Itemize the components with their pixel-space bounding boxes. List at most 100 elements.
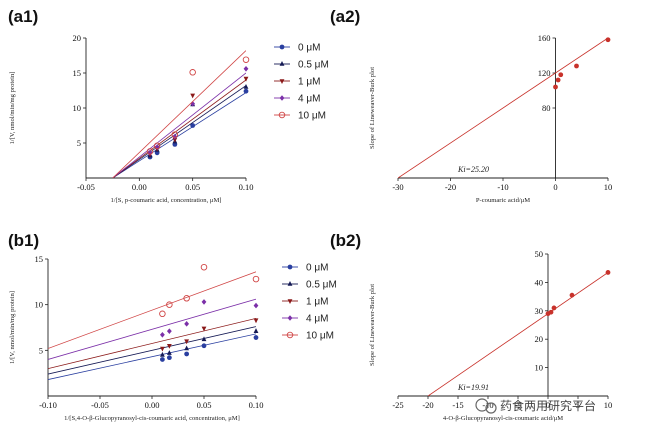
x-tick-label-b2: 10 (604, 400, 613, 410)
legend-item-a1: 0 μM (274, 43, 320, 54)
data-point-b1 (201, 336, 207, 342)
x-tick-label-a1: 0.10 (239, 182, 254, 192)
series-b1-0 (48, 333, 259, 380)
data-point-a1 (146, 148, 154, 155)
data-point-a1 (147, 150, 153, 156)
data-point-a1 (190, 101, 196, 107)
data-point-b1 (183, 295, 190, 302)
x-tick-label-b2: -15 (452, 400, 463, 410)
data-point-b1 (160, 357, 165, 362)
legend-marker (287, 264, 293, 270)
plot-area-a1: -0.05 0.00 0.05 0.10 5 10 15 20 1/[S, p-coumaric… (9, 33, 253, 204)
x-axis-title-b1: 1/[S,4-O-β-Glucopyranosyl-cis-coumaric a… (64, 415, 240, 422)
data-point-b1 (184, 339, 190, 345)
legend-label-b1: 0.5 μM (306, 280, 337, 291)
fit-line-b1 (48, 271, 256, 349)
data-point-b1 (201, 343, 207, 349)
x-tick-label-b2: -5 (514, 400, 521, 410)
data-point-b1 (160, 332, 165, 338)
x-tick-label-a1: 0.00 (132, 182, 147, 192)
data-point-a1 (172, 133, 178, 140)
y-tick-label-b1: 10 (35, 300, 44, 310)
panel-label-b1: (b1) (8, 231, 39, 250)
data-point-b1 (159, 310, 166, 318)
data-point-a1 (154, 144, 160, 150)
y-tick-label-b2: 10 (535, 363, 544, 373)
plot-area-a2: -30 -20 -10 0 10 80 120 160 P-coumaric acid/μM Sl… (369, 33, 612, 204)
legend-label-a1: 0.5 μM (298, 60, 329, 71)
y-tick-label-a1: 15 (73, 68, 82, 78)
data-point-a2 (605, 37, 611, 43)
legend-item-a1: 4 μM (274, 94, 320, 105)
y-tick-label-a2: 120 (538, 68, 551, 78)
data-point-a1 (242, 56, 250, 63)
series-b1-2 (48, 317, 259, 369)
watermark: 药食两用研究平台 (475, 398, 596, 414)
data-point-a1 (189, 69, 196, 76)
legend-label-a1: 10 μM (298, 111, 326, 122)
fit-line-b1 (48, 317, 256, 369)
data-point-a1 (190, 123, 196, 128)
x-tick-label-b2: -25 (392, 400, 403, 410)
series-a1-2 (112, 76, 249, 178)
y-axis-title-b2: Slope of Lineweaver-Burk plot (369, 284, 376, 366)
plot-area-b2: -25 -20 -15 -10 -5 0 5 1010203040504-O-β-Glucop… (369, 249, 612, 422)
watermark-text: 药食两用研究平台 (500, 398, 596, 413)
data-point-a1 (243, 76, 249, 82)
legend-label-a1: 0 μM (298, 43, 320, 54)
series-b1-3 (48, 298, 259, 360)
legend-item-b1: 4 μM (282, 314, 328, 325)
data-point-b1 (253, 302, 259, 309)
y-tick-label-a1: 5 (77, 138, 81, 148)
series-a1-3 (112, 66, 249, 178)
legend-marker (286, 331, 294, 339)
legend-item-a1: 10 μM (274, 111, 326, 122)
x-axis-title-a2: P-coumaric acid/μM (476, 197, 530, 204)
data-point-a1 (243, 66, 249, 72)
legend-marker (278, 111, 286, 119)
data-point-b2 (605, 270, 611, 275)
fit-line-a2 (398, 37, 608, 178)
y-tick-label-a1: 20 (73, 33, 82, 43)
data-point-a2 (553, 84, 558, 90)
x-tick-label-a2: 0 (553, 182, 557, 192)
panel-label-a1: (a1) (8, 7, 38, 26)
data-point-b1 (166, 355, 172, 361)
x-tick-label-b2: -20 (422, 400, 433, 410)
series-a1-4 (112, 50, 250, 178)
panel-b2: (b2) -25 -20 -15 -10 -5 0 5 1010203040504-O-β-G… (330, 231, 612, 422)
x-axis-title-a1: 1/[S, p-coumaric acid, concentration, μM… (110, 197, 221, 204)
x-tick-label-a1: -0.05 (77, 182, 95, 192)
y-axis-title-a2: Slope of Lineweaver-Burk plot (369, 67, 376, 149)
data-point-b1 (253, 335, 259, 340)
x-axis-title-b2: 4-O-β-Glucopyranosyl-cis-coumaric acid/μ… (443, 415, 563, 422)
series-a1-1 (112, 84, 249, 178)
series-b2-0 (427, 270, 611, 396)
y-tick-label-a2: 80 (542, 103, 551, 113)
data-point-b1 (160, 351, 165, 357)
legend-item-a1: 1 μM (274, 77, 320, 88)
fit-line-a1 (112, 72, 246, 178)
legend-b1: 0 μM 0.5 μM 1 μM 4 μM 10 μM (282, 263, 337, 342)
y-axis-title-b1: 1/[V, nmol/min/mg protein] (9, 291, 16, 364)
x-tick-label-b1: -0.10 (39, 400, 57, 410)
fit-line-a1 (112, 92, 246, 178)
data-point-a2 (574, 63, 579, 69)
legend-marker (287, 299, 293, 304)
data-point-b1 (160, 346, 165, 352)
data-point-b1 (166, 301, 173, 308)
data-point-b1 (184, 345, 190, 351)
data-point-b1 (201, 299, 207, 305)
legend-a1: 0 μM 0.5 μM 1 μM 4 μM 10 μM (274, 43, 329, 122)
fit-line-a1 (112, 85, 246, 178)
data-point-b2 (551, 305, 557, 311)
panel-a1: (a1) -0.05 0.00 0.05 0.10 5 10 15 20 1/[S, p-cou… (8, 7, 329, 204)
data-point-a1 (243, 88, 249, 94)
legend-item-b1: 0.5 μM (282, 280, 337, 291)
legend-marker (279, 95, 285, 101)
legend-marker (287, 281, 293, 286)
fit-line-a1 (112, 79, 246, 178)
y-axis-title-a1: 1/[V, nmol/min/mg protein] (9, 72, 16, 145)
y-tick-label-a1: 10 (73, 103, 82, 113)
